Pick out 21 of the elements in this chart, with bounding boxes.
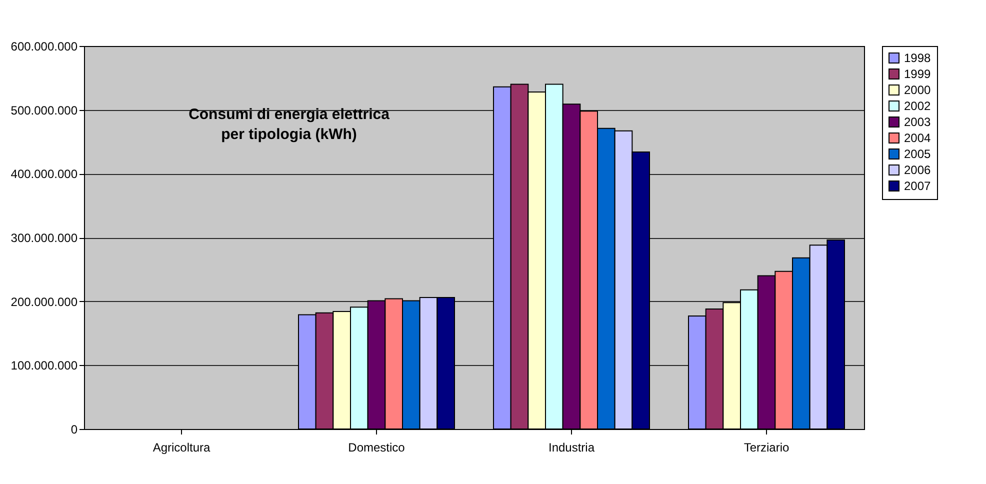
legend-label: 1998 bbox=[904, 51, 932, 65]
legend-label: 2003 bbox=[904, 115, 932, 129]
y-tick-label: 500.000.000 bbox=[10, 103, 78, 118]
y-tick-label: 300.000.000 bbox=[10, 231, 78, 245]
legend-label: 2004 bbox=[904, 131, 932, 145]
legend-label: 2002 bbox=[904, 99, 932, 113]
x-tick-label: Terziario bbox=[744, 440, 790, 454]
legend-label: 2000 bbox=[904, 83, 932, 97]
legend-label: 2005 bbox=[904, 147, 932, 161]
legend-label: 2006 bbox=[904, 163, 932, 177]
y-tick-label: 400.000.000 bbox=[10, 167, 78, 182]
x-tick-label: Agricoltura bbox=[152, 440, 211, 454]
y-tick-label: 100.000.000 bbox=[10, 358, 78, 373]
x-tick-label: Domestico bbox=[348, 440, 406, 454]
legend-label: 2007 bbox=[904, 179, 932, 193]
legend-label: 1999 bbox=[904, 67, 932, 81]
y-tick-label: 0 bbox=[70, 422, 78, 436]
y-tick-label: 600.000.000 bbox=[10, 40, 78, 54]
y-tick-label: 200.000.000 bbox=[10, 294, 78, 309]
text: Consumi di energia elettrica per tipologia (kWh) bbox=[188, 106, 390, 143]
x-tick-label: Industria bbox=[548, 440, 595, 454]
